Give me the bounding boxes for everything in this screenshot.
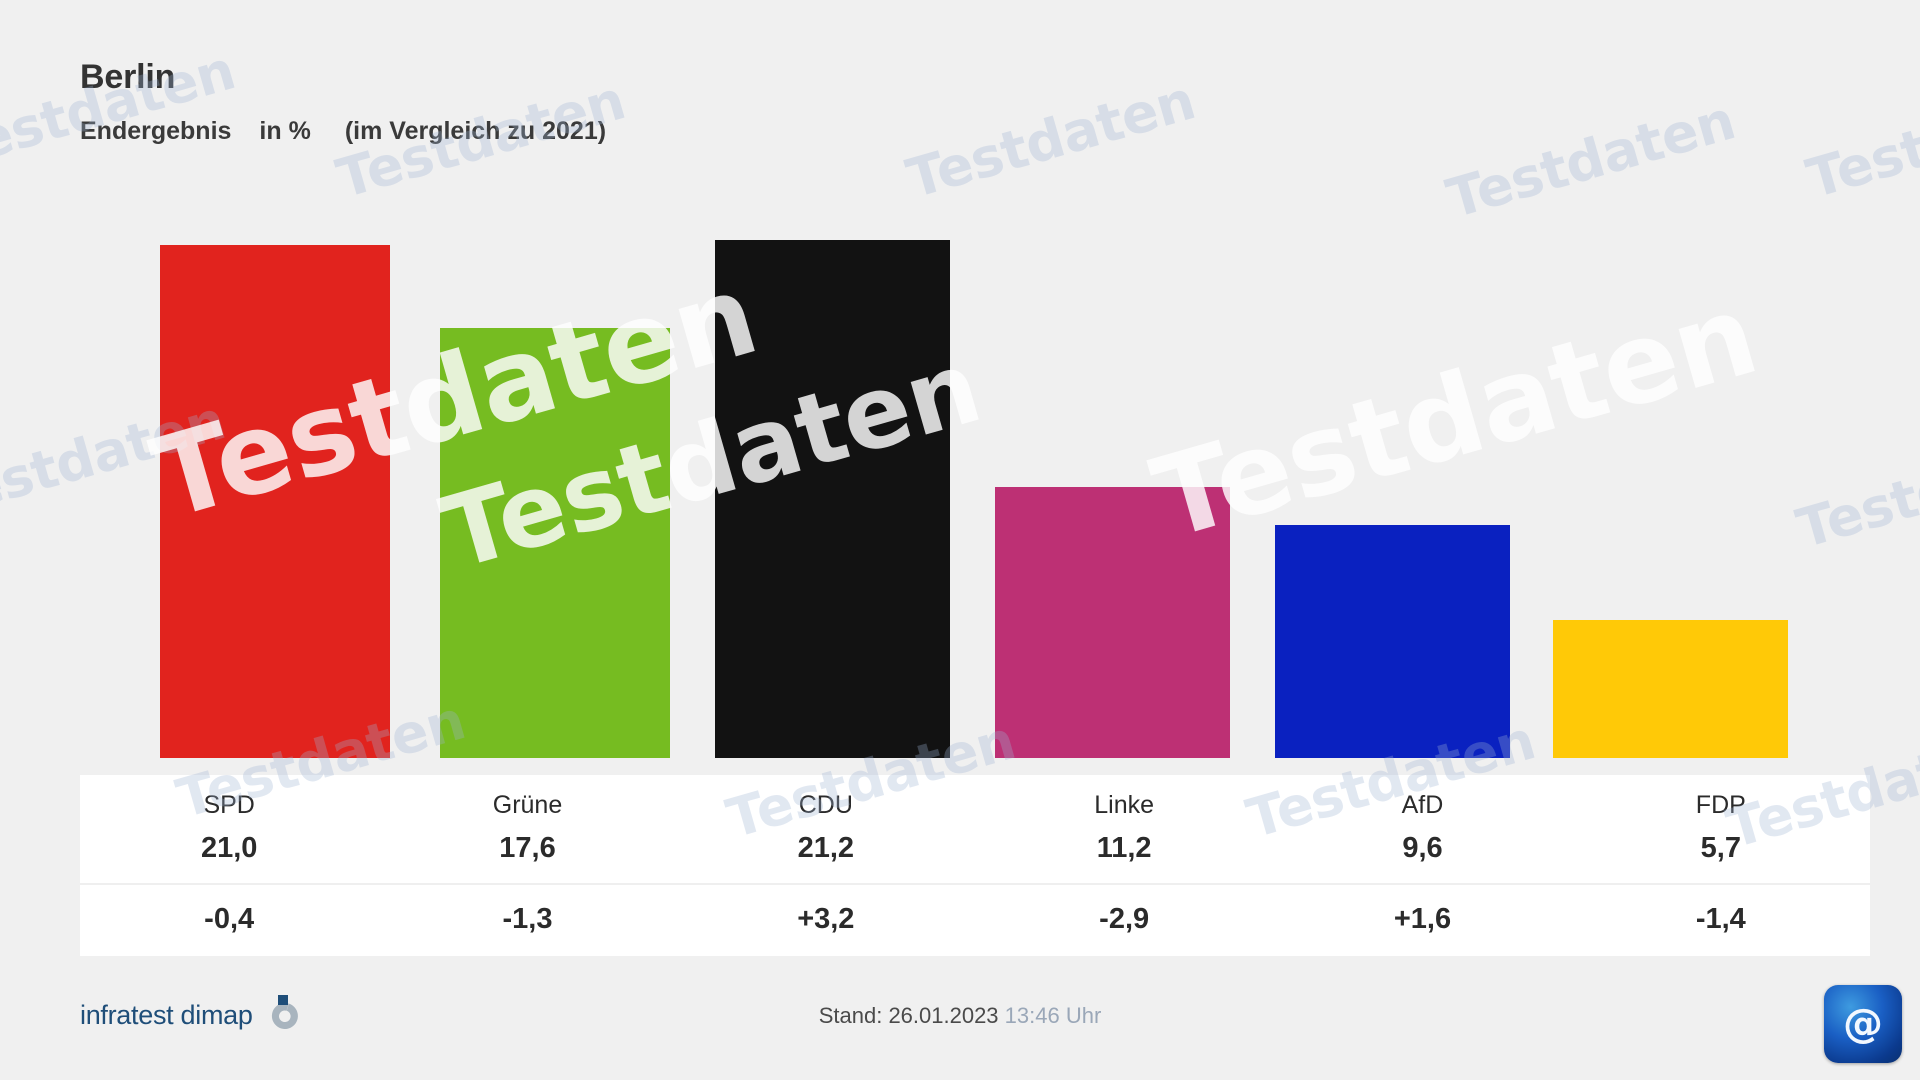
party-change-spd: -0,4 xyxy=(204,903,255,935)
party-result-linke: 11,2 xyxy=(1096,832,1152,864)
stand-timestamp: Stand: 26.01.2023 13:46 Uhr xyxy=(0,1003,1920,1029)
subtitle-unit-label: in % xyxy=(259,117,311,145)
party-result-grüne: 17,6 xyxy=(499,832,556,864)
chart-footer: infratest dimap Stand: 26.01.2023 13:46 … xyxy=(0,975,1920,1080)
infratest-dimap-logo: infratest dimap xyxy=(80,993,305,1037)
stand-time: 13:46 Uhr xyxy=(1004,1003,1102,1028)
chart-subtitle: Endergebnis in % (im Vergleich zu 2021) xyxy=(80,117,606,146)
party-result-cdu: 21,2 xyxy=(797,832,855,864)
bar-chart xyxy=(160,240,1788,758)
party-name-spd: SPD xyxy=(203,791,255,819)
party-result-fdp: 5,7 xyxy=(1700,832,1741,864)
party-name-afd: AfD xyxy=(1401,791,1444,819)
stand-label: Stand: xyxy=(818,1003,883,1028)
infratest-circle-icon xyxy=(265,993,305,1037)
bar-linke xyxy=(995,487,1230,758)
party-change-fdp: -1,4 xyxy=(1695,903,1746,935)
bar-spd xyxy=(160,245,390,758)
party-name-fdp: FDP xyxy=(1695,791,1746,819)
party-change-cdu: +3,2 xyxy=(797,903,855,935)
table-row-party-names: SPD Grüne CDU Linke AfD FDP xyxy=(80,775,1870,826)
bar-grüne xyxy=(440,328,670,758)
party-result-spd: 21,0 xyxy=(200,832,258,864)
subtitle-result-label: Endergebnis xyxy=(80,117,232,145)
svg-text:@: @ xyxy=(1843,1001,1883,1047)
results-table: SPD Grüne CDU Linke AfD FDP 21,0 17,6 21,2 11,2 9… xyxy=(80,775,1870,956)
party-change-grüne: -1,3 xyxy=(502,903,553,935)
party-result-afd: 9,6 xyxy=(1402,832,1443,864)
subtitle-comparison-label: (im Vergleich zu 2021) xyxy=(344,117,607,145)
party-name-grüne: Grüne xyxy=(492,791,563,819)
party-change-afd: +1,6 xyxy=(1393,903,1452,935)
party-change-linke: -2,9 xyxy=(1099,903,1150,935)
bar-afd xyxy=(1275,525,1510,758)
brand-wordmark: infratest dimap xyxy=(80,999,253,1030)
table-row-results: 21,0 17,6 21,2 11,2 9,6 5,7 xyxy=(80,826,1870,885)
ard-at-badge-icon: @ xyxy=(1824,985,1902,1063)
party-name-cdu: CDU xyxy=(798,791,853,819)
bar-fdp xyxy=(1553,620,1788,758)
stand-date: 26.01.2023 xyxy=(888,1003,999,1028)
bar-cdu xyxy=(715,240,950,758)
table-row-changes: -0,4 -1,3 +3,2 -2,9 +1,6 -1,4 xyxy=(80,885,1870,956)
chart-header: Berlin Endergebnis in % (im Vergleich zu… xyxy=(80,58,606,146)
party-name-linke: Linke xyxy=(1094,791,1155,819)
page-title: Berlin xyxy=(80,58,176,96)
